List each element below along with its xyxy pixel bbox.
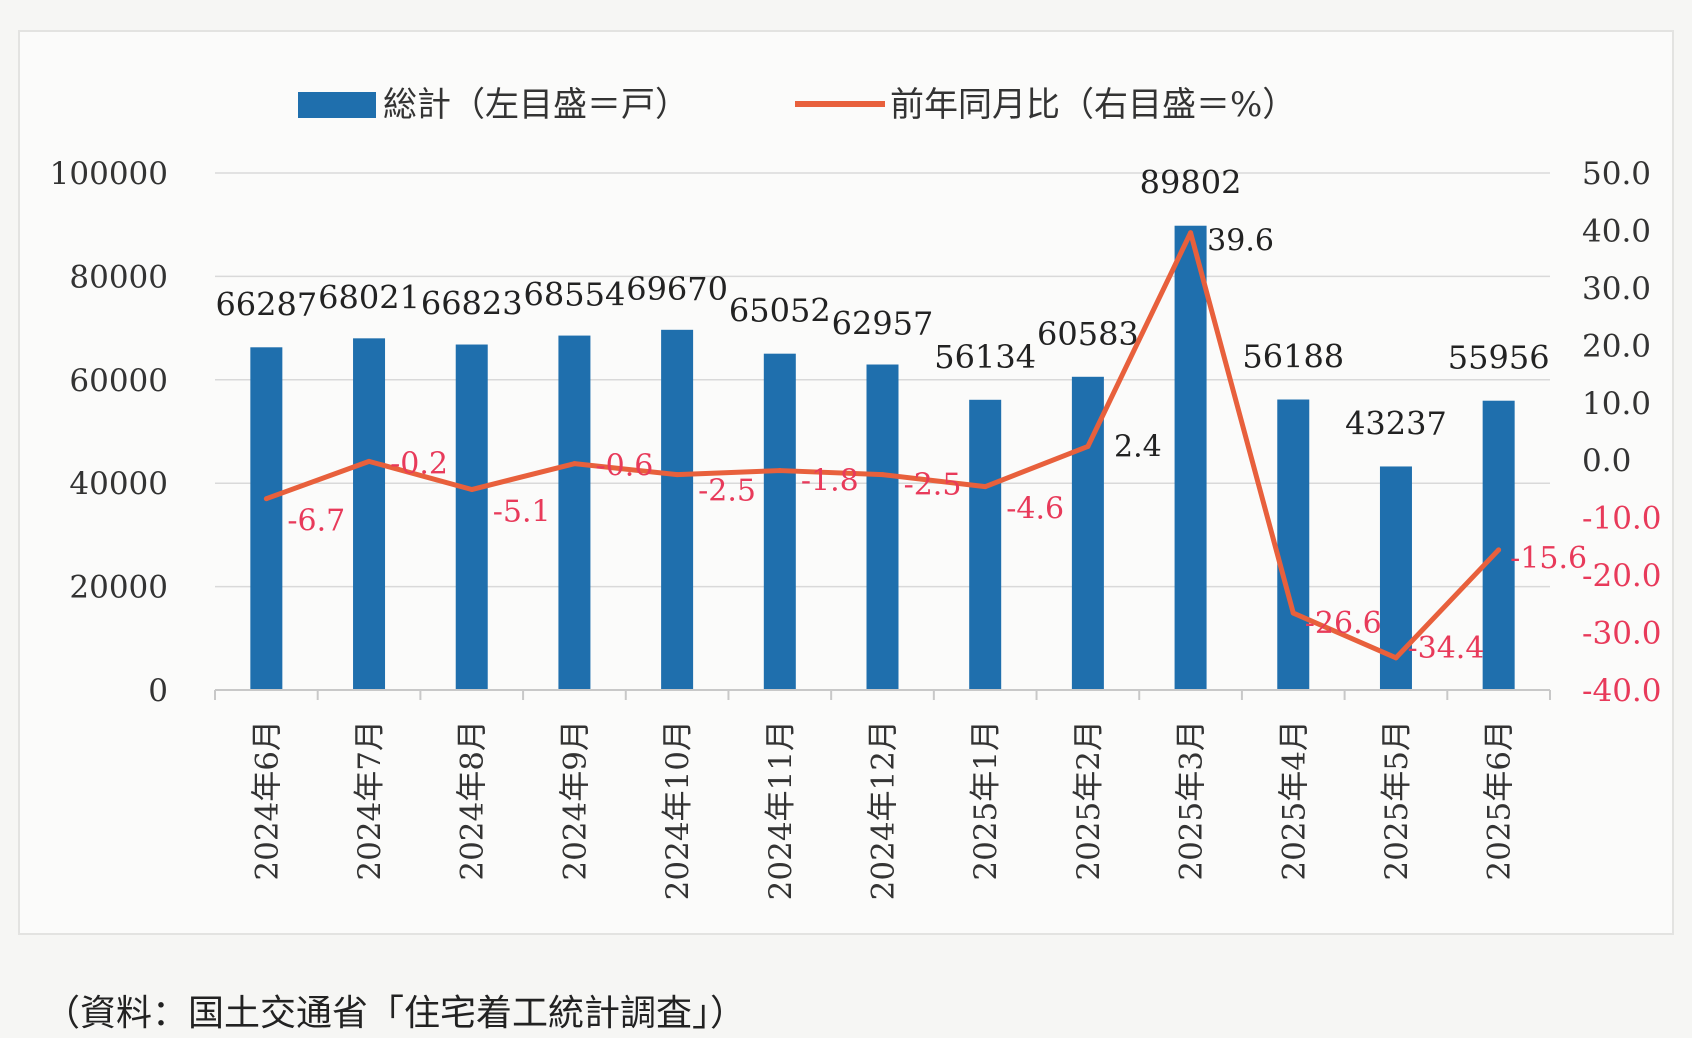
y-left-tick-label: 40000 bbox=[69, 466, 168, 502]
y-right-tick-label: -10.0 bbox=[1582, 501, 1662, 537]
line-point bbox=[674, 472, 680, 478]
line-value-label: -0.6 bbox=[595, 449, 653, 484]
x-tick-label: 2024年12月 bbox=[866, 720, 902, 900]
x-tick-label: 2024年10月 bbox=[660, 720, 696, 900]
bar bbox=[969, 399, 1002, 690]
bar-value-label: 66287 bbox=[215, 285, 317, 323]
line-point bbox=[1496, 547, 1502, 553]
bar bbox=[558, 335, 591, 690]
bar-value-label: 66823 bbox=[421, 285, 523, 323]
bar bbox=[250, 347, 283, 690]
bar bbox=[661, 329, 694, 690]
line-point bbox=[263, 496, 269, 502]
line-point bbox=[366, 458, 372, 464]
y-right-tick-label: 0.0 bbox=[1582, 443, 1631, 479]
y-right-tick-label: 30.0 bbox=[1582, 271, 1651, 307]
bar bbox=[1482, 400, 1515, 690]
line-value-label: 2.4 bbox=[1114, 429, 1162, 464]
line-value-label: -4.6 bbox=[1006, 492, 1064, 527]
bar-value-label: 65052 bbox=[729, 292, 831, 330]
y-right-tick-label: -20.0 bbox=[1582, 558, 1662, 594]
source-note: （資料：国土交通省「住宅着工統計調査」） bbox=[44, 993, 747, 1034]
legend-label-line: 前年同月比（右目盛＝%） bbox=[890, 85, 1296, 125]
legend-label-bar: 総計（左目盛＝戸） bbox=[383, 85, 689, 125]
y-left-tick-label: 100000 bbox=[50, 156, 168, 192]
bar-value-label: 55956 bbox=[1448, 339, 1550, 377]
y-left-tick-label: 20000 bbox=[69, 570, 168, 606]
line-value-label: -26.6 bbox=[1305, 606, 1382, 641]
bar-value-label: 68554 bbox=[524, 276, 626, 314]
bar-value-label: 60583 bbox=[1037, 315, 1139, 353]
bar-value-label: 43237 bbox=[1345, 404, 1447, 442]
axes: 0 20000 40000 60000 80000 100000 -40.0 -30.0 -20… bbox=[50, 156, 1662, 900]
x-tick-label: 2025年3月 bbox=[1174, 720, 1210, 881]
x-tick-label: 2025年1月 bbox=[968, 720, 1004, 881]
line-value-label: -5.1 bbox=[493, 495, 551, 530]
line-value-label: -6.7 bbox=[287, 504, 345, 539]
x-tick-label: 2025年6月 bbox=[1482, 720, 1518, 881]
line-point bbox=[777, 468, 783, 474]
x-tick-label: 2024年7月 bbox=[352, 720, 388, 881]
y-right-tick-label: 20.0 bbox=[1582, 328, 1651, 364]
line-value-label: 39.6 bbox=[1207, 224, 1274, 259]
line-value-label: -1.8 bbox=[801, 464, 859, 499]
line-value-label: -15.6 bbox=[1510, 541, 1587, 576]
bar bbox=[1174, 225, 1207, 690]
line-point bbox=[982, 484, 988, 490]
x-tick-label: 2024年8月 bbox=[455, 720, 491, 881]
bar-value-label: 56188 bbox=[1242, 338, 1344, 376]
bar-value-label: 89802 bbox=[1140, 164, 1242, 202]
bar bbox=[1277, 399, 1310, 690]
y-right-tick-label: -30.0 bbox=[1582, 616, 1662, 652]
bar-value-label: 69670 bbox=[626, 270, 728, 308]
x-tick-label: 2025年2月 bbox=[1071, 720, 1107, 881]
y-left-tick-label: 80000 bbox=[69, 259, 168, 295]
x-tick-label: 2024年6月 bbox=[249, 720, 285, 881]
line-point bbox=[880, 472, 885, 478]
bar bbox=[455, 344, 488, 690]
y-right-tick-label: 40.0 bbox=[1582, 213, 1651, 249]
x-tick-label: 2025年4月 bbox=[1276, 720, 1312, 881]
line-point bbox=[1188, 230, 1194, 236]
line-value-label: -0.2 bbox=[390, 446, 448, 481]
y-left-tick-label: 60000 bbox=[69, 363, 168, 399]
line-series bbox=[263, 230, 1502, 661]
bar-value-label: 68021 bbox=[318, 278, 420, 316]
bar bbox=[866, 364, 899, 690]
y-right-tick-label: -40.0 bbox=[1582, 673, 1662, 709]
bar bbox=[353, 338, 386, 690]
bar bbox=[763, 353, 796, 690]
line-point bbox=[1290, 610, 1296, 616]
bar-value-label: 56134 bbox=[934, 338, 1036, 376]
x-tick-label: 2024年9月 bbox=[557, 720, 593, 881]
x-tick-label: 2024年11月 bbox=[763, 720, 799, 900]
line-value-label: -34.4 bbox=[1407, 631, 1484, 666]
line-value-label: -2.5 bbox=[698, 474, 756, 509]
bar-series bbox=[250, 225, 1515, 690]
line-point bbox=[1393, 655, 1399, 661]
bar-value-label: 62957 bbox=[832, 305, 934, 343]
legend: 総計（左目盛＝戸） 前年同月比（右目盛＝%） bbox=[298, 85, 1296, 125]
line-point bbox=[1085, 443, 1091, 449]
y-right-tick-label: 50.0 bbox=[1582, 156, 1651, 192]
y-left-tick-label: 0 bbox=[148, 673, 168, 709]
line-point bbox=[571, 461, 577, 467]
line-value-label: -2.5 bbox=[904, 468, 962, 503]
x-tick-label: 2025年5月 bbox=[1379, 720, 1415, 881]
y-right-tick-label: 10.0 bbox=[1582, 386, 1651, 422]
legend-swatch-bar bbox=[298, 92, 376, 118]
line-point bbox=[469, 487, 475, 493]
